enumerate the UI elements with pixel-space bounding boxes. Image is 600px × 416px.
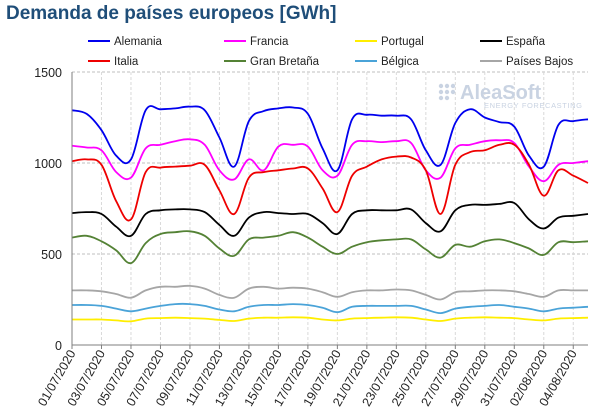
y-tick-label: 1000 (34, 157, 62, 171)
grid: 0 500 1000 1500 (34, 66, 588, 353)
series-line-francia (71, 138, 589, 183)
series-lines (71, 105, 589, 323)
legend-label: Bélgica (381, 56, 419, 68)
series-line-españa (71, 201, 589, 238)
y-tick-label: 0 (55, 339, 62, 353)
logo-tagline: ENERGY FORECASTING (484, 101, 583, 110)
legend-label: Alemania (114, 36, 163, 48)
legend-label: Portugal (381, 36, 424, 48)
logo-name: AleaSoft (460, 82, 541, 104)
legend-item: Italia (88, 56, 139, 68)
legend-item: Francia (224, 36, 289, 48)
series-line-italia (71, 142, 589, 222)
chart-title: Demanda de países europeos [GWh] (6, 3, 337, 24)
legend-item: Bélgica (355, 56, 419, 68)
series-line-alemania (71, 105, 589, 173)
legend-label: Gran Bretaña (250, 56, 320, 68)
series-line-portugal (71, 316, 589, 323)
legend-label: Países Bajos (506, 56, 573, 68)
series-line-bélgica (71, 302, 589, 315)
legend-item: Gran Bretaña (224, 56, 320, 68)
legend-item: España (480, 36, 546, 48)
legend-label: Francia (250, 36, 289, 48)
series-line-gran-bretaña (71, 230, 589, 265)
y-tick-label: 500 (41, 248, 62, 262)
legend-item: Alemania (88, 36, 163, 48)
legend-label: España (506, 36, 546, 48)
y-tick-label: 1500 (34, 66, 62, 80)
logo-dots-icon (438, 83, 456, 101)
legend-label: Italia (114, 56, 139, 68)
legend-item: Portugal (355, 36, 424, 48)
legend: Alemania Francia Portugal España Italia Gran … (88, 36, 573, 68)
legend-item: Países Bajos (480, 56, 573, 68)
series-line-países-bajos (71, 284, 588, 301)
